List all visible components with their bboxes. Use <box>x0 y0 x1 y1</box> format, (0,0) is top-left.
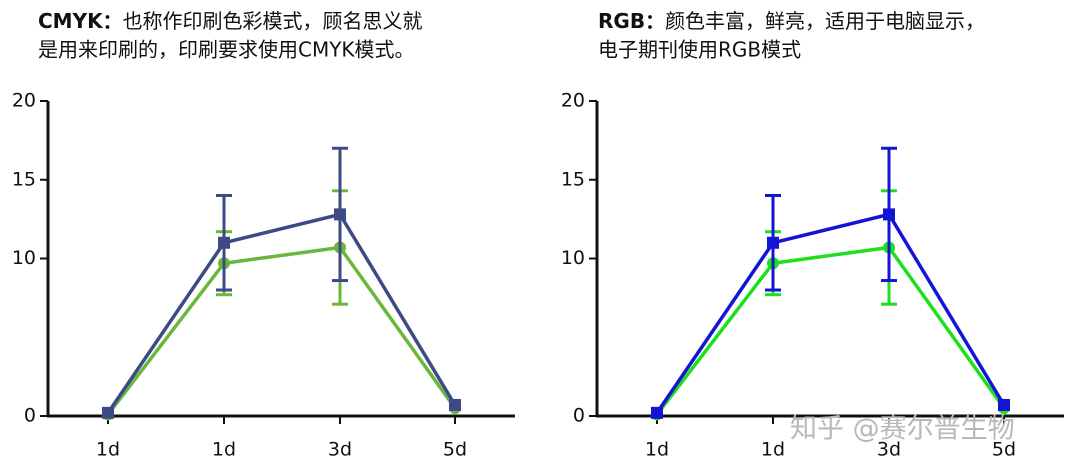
series-line <box>106 245 457 416</box>
x-tick-label: 3d <box>328 439 352 461</box>
point <box>998 398 1010 411</box>
x-tick-label: 3d <box>877 439 901 461</box>
point <box>767 236 779 249</box>
point <box>218 236 230 249</box>
heading-label: CMYK： <box>38 9 123 33</box>
series-line <box>655 212 1006 414</box>
point <box>334 208 346 221</box>
x-tick-label: 1d <box>645 439 669 461</box>
heading-text: 颜色丰富，鲜亮，适用于电脑显示， <box>665 9 985 33</box>
y-tick-label: 20 <box>12 90 36 112</box>
x-tick-label: 1d <box>96 439 120 461</box>
heading-text: 也称作印刷色彩模式，顾名思义就 <box>123 9 423 33</box>
y-tick-label: 0 <box>24 405 36 427</box>
point <box>883 208 895 221</box>
point <box>651 406 663 419</box>
y-tick-label: 15 <box>12 168 36 190</box>
point <box>102 406 114 419</box>
x-tick-label: 1d <box>761 439 785 461</box>
heading-label: RGB： <box>598 9 665 33</box>
series-line <box>106 212 457 414</box>
point <box>449 398 461 411</box>
chart-heading: 是用来印刷的，印刷要求使用CMYK模式。 <box>38 38 415 62</box>
x-tick-label: 5d <box>992 439 1016 461</box>
chart-heading: CMYK：也称作印刷色彩模式，顾名思义就 <box>38 9 423 33</box>
y-tick-label: 15 <box>561 168 585 190</box>
chart-heading: 电子期刊使用RGB模式 <box>598 38 801 62</box>
y-tick-label: 20 <box>561 90 585 112</box>
chart-heading: RGB：颜色丰富，鲜亮，适用于电脑显示， <box>598 9 985 33</box>
y-tick-label: 10 <box>561 247 585 269</box>
x-tick-label: 5d <box>443 439 467 461</box>
series-line <box>655 245 1006 416</box>
y-tick-label: 0 <box>573 405 585 427</box>
watermark: 知乎 @赛尔普生物 <box>790 414 1015 445</box>
y-tick-label: 10 <box>12 247 36 269</box>
x-tick-label: 1d <box>212 439 236 461</box>
